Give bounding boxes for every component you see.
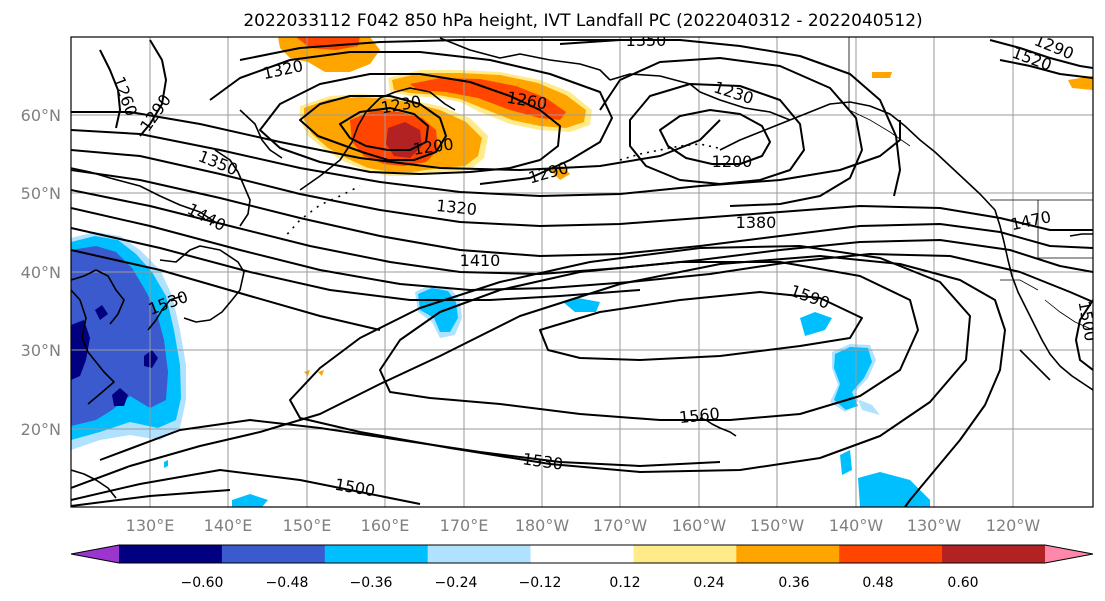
colorbar-swatch <box>119 545 223 563</box>
colorbar-extend-max <box>1045 545 1093 563</box>
map-panel: 1350 1320 1260 1290 1230 1260 1200 1230 … <box>71 31 1093 507</box>
colorbar-tick-label: −0.36 <box>350 575 393 591</box>
contour-label: 1320 <box>435 196 477 219</box>
colorbar-tick-label: −0.12 <box>519 575 562 591</box>
colorbar-swatch <box>530 545 634 563</box>
lat-label: 40°N <box>21 263 61 282</box>
colorbar: −0.60 −0.48 −0.36 −0.24 −0.12 0.12 0.24 … <box>70 544 1094 591</box>
colorbar-swatch <box>839 545 943 563</box>
contour-label: 1350 <box>626 31 667 50</box>
lon-label: 130°W <box>907 516 962 535</box>
lon-label: 130°E <box>126 516 175 535</box>
colorbar-swatch <box>736 545 840 563</box>
political-borders <box>848 37 1093 331</box>
contour-label: 1410 <box>460 251 501 270</box>
lat-label: 60°N <box>21 106 61 125</box>
colorbar-tick-label: 0.60 <box>947 575 978 591</box>
colorbar-swatch <box>221 545 326 563</box>
lon-label: 150°W <box>750 516 805 535</box>
colorbar-swatch <box>942 545 1046 563</box>
colorbar-tick-label: 0.48 <box>862 575 893 591</box>
colorbar-tick-label: 0.12 <box>609 575 640 591</box>
colorbar-swatches <box>70 544 1094 564</box>
lon-label: 180°W <box>515 516 570 535</box>
latitude-labels: 60°N 50°N 40°N 30°N 20°N <box>21 106 61 439</box>
lon-label: 160°E <box>361 516 410 535</box>
colorbar-ticks: −0.60 −0.48 −0.36 −0.24 −0.12 0.12 0.24 … <box>181 575 979 591</box>
lon-label: 160°W <box>672 516 727 535</box>
height-contours <box>71 39 1093 507</box>
lon-label: 140°E <box>204 516 253 535</box>
lon-label: 150°E <box>283 516 332 535</box>
colorbar-tick-label: −0.48 <box>266 575 309 591</box>
lat-label: 20°N <box>21 420 61 439</box>
colorbar-extend-min <box>71 545 119 563</box>
lat-label: 30°N <box>21 341 61 360</box>
lat-label: 50°N <box>21 184 61 203</box>
lon-label: 170°W <box>593 516 648 535</box>
colorbar-tick-label: −0.24 <box>435 575 478 591</box>
colorbar-swatch <box>633 545 737 563</box>
contour-label: 1200 <box>712 152 753 171</box>
map-title: 2022033112 F042 850 hPa height, IVT Land… <box>243 11 922 31</box>
colorbar-tick-label: −0.60 <box>181 575 224 591</box>
colorbar-tick-label: 0.36 <box>778 575 809 591</box>
colorbar-swatch <box>427 545 532 563</box>
lon-label: 140°W <box>829 516 884 535</box>
longitude-labels: 130°E 140°E 150°E 160°E 170°E 180°W 170°… <box>126 516 1041 535</box>
colorbar-tick-label: 0.24 <box>693 575 724 591</box>
contour-label: 1560 <box>678 404 720 427</box>
lon-label: 170°E <box>440 516 489 535</box>
colorbar-outline <box>70 544 1094 564</box>
negative-anomaly-shading <box>71 232 930 507</box>
colorbar-swatch <box>324 545 429 563</box>
contour-labels: 1350 1320 1260 1290 1230 1260 1200 1230 … <box>109 31 1093 500</box>
coastlines <box>71 37 1093 499</box>
contour-label: 1380 <box>736 213 777 232</box>
lon-label: 120°W <box>986 516 1041 535</box>
map-frame <box>70 36 1094 508</box>
